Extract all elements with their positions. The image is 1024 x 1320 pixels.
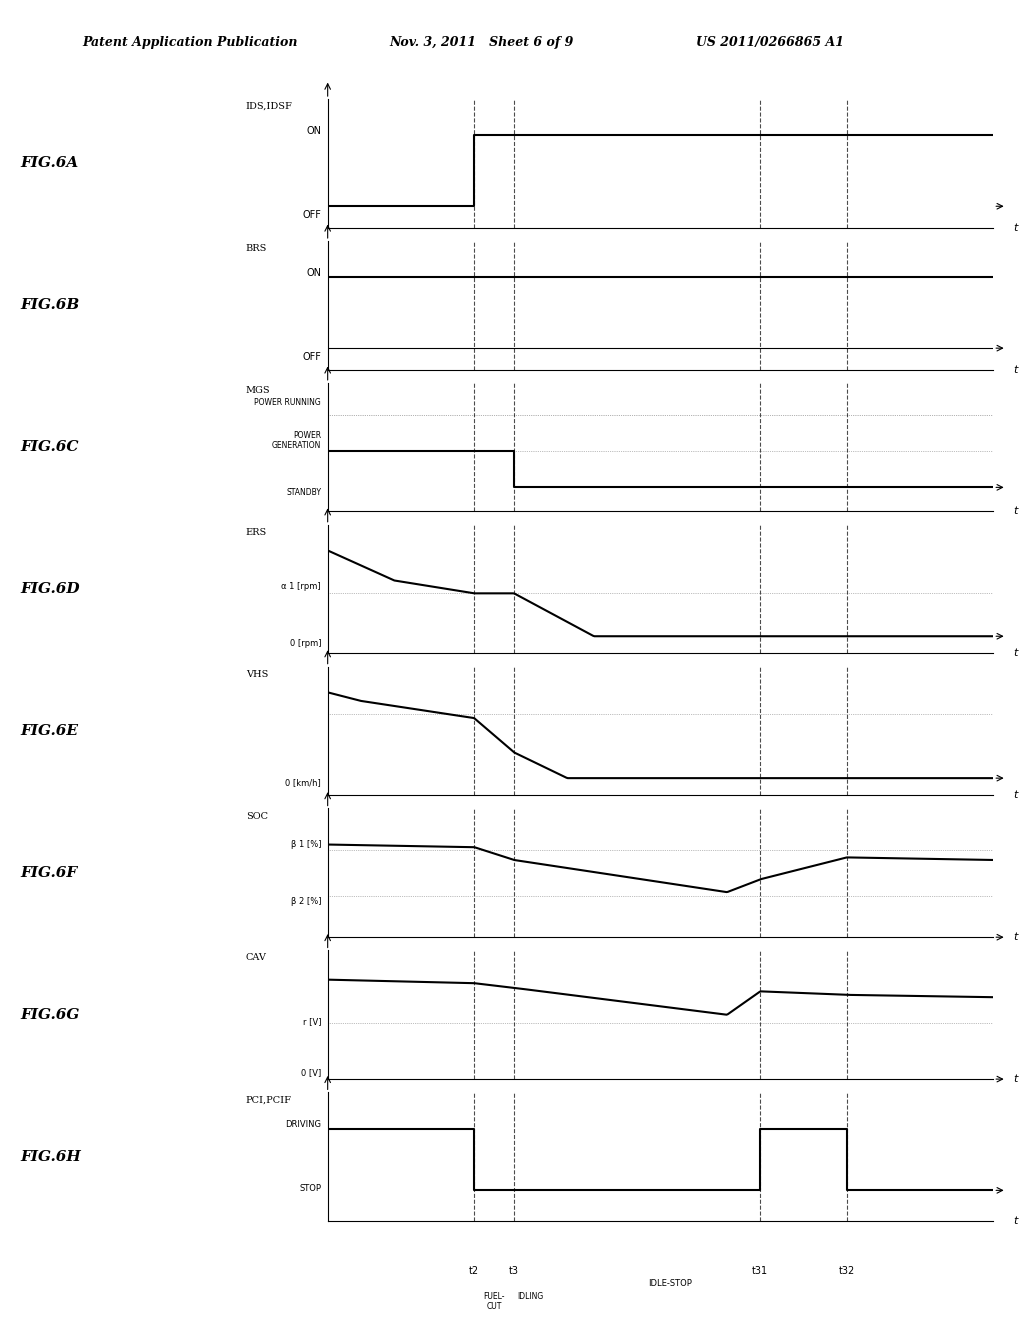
Text: ON: ON bbox=[306, 268, 322, 279]
Text: t: t bbox=[1013, 223, 1018, 232]
Text: 0 [rpm]: 0 [rpm] bbox=[290, 639, 322, 648]
Text: FIG.6C: FIG.6C bbox=[20, 440, 79, 454]
Text: OFF: OFF bbox=[302, 351, 322, 362]
Text: t: t bbox=[1013, 1216, 1018, 1226]
Text: SOC: SOC bbox=[246, 812, 267, 821]
Text: IDS,IDSF: IDS,IDSF bbox=[246, 102, 293, 111]
Text: t: t bbox=[1013, 648, 1018, 659]
Text: FIG.6F: FIG.6F bbox=[20, 866, 78, 880]
Text: ERS: ERS bbox=[246, 528, 267, 537]
Text: t3: t3 bbox=[509, 1266, 519, 1276]
Text: Patent Application Publication: Patent Application Publication bbox=[82, 36, 297, 49]
Text: US 2011/0266865 A1: US 2011/0266865 A1 bbox=[696, 36, 845, 49]
Text: Nov. 3, 2011   Sheet 6 of 9: Nov. 3, 2011 Sheet 6 of 9 bbox=[389, 36, 573, 49]
Text: POWER RUNNING: POWER RUNNING bbox=[254, 397, 322, 407]
Text: FIG.6B: FIG.6B bbox=[20, 298, 80, 313]
Text: FIG.6G: FIG.6G bbox=[20, 1007, 80, 1022]
Text: t2: t2 bbox=[469, 1266, 479, 1276]
Text: IDLE-STOP: IDLE-STOP bbox=[648, 1279, 692, 1288]
Text: t: t bbox=[1013, 932, 1018, 942]
Text: MGS: MGS bbox=[246, 385, 270, 395]
Text: OFF: OFF bbox=[302, 210, 322, 220]
Text: t: t bbox=[1013, 364, 1018, 375]
Text: POWER
GENERATION: POWER GENERATION bbox=[271, 432, 322, 450]
Text: PCI,PCIF: PCI,PCIF bbox=[246, 1096, 292, 1105]
Text: ON: ON bbox=[306, 127, 322, 136]
Text: 0 [V]: 0 [V] bbox=[301, 1068, 322, 1077]
Text: t32: t32 bbox=[839, 1266, 855, 1276]
Text: β 1 [%]: β 1 [%] bbox=[291, 840, 322, 849]
Text: IDLING: IDLING bbox=[517, 1292, 544, 1300]
Text: FIG.6A: FIG.6A bbox=[20, 156, 79, 170]
Text: STOP: STOP bbox=[299, 1184, 322, 1193]
Text: t31: t31 bbox=[753, 1266, 768, 1276]
Text: FIG.6E: FIG.6E bbox=[20, 723, 79, 738]
Text: t: t bbox=[1013, 507, 1018, 516]
Text: α 1 [rpm]: α 1 [rpm] bbox=[282, 582, 322, 591]
Text: r [V]: r [V] bbox=[302, 1016, 322, 1026]
Text: 0 [km/h]: 0 [km/h] bbox=[286, 777, 322, 787]
Text: STANDBY: STANDBY bbox=[286, 487, 322, 496]
Text: t: t bbox=[1013, 791, 1018, 800]
Text: FUEL-
CUT: FUEL- CUT bbox=[483, 1292, 505, 1311]
Text: FIG.6D: FIG.6D bbox=[20, 582, 80, 597]
Text: t: t bbox=[1013, 1074, 1018, 1084]
Text: BRS: BRS bbox=[246, 244, 267, 253]
Text: CAV: CAV bbox=[246, 953, 266, 962]
Text: VHS: VHS bbox=[246, 669, 268, 678]
Text: FIG.6H: FIG.6H bbox=[20, 1150, 81, 1164]
Text: β 2 [%]: β 2 [%] bbox=[291, 896, 322, 906]
Text: DRIVING: DRIVING bbox=[285, 1119, 322, 1129]
